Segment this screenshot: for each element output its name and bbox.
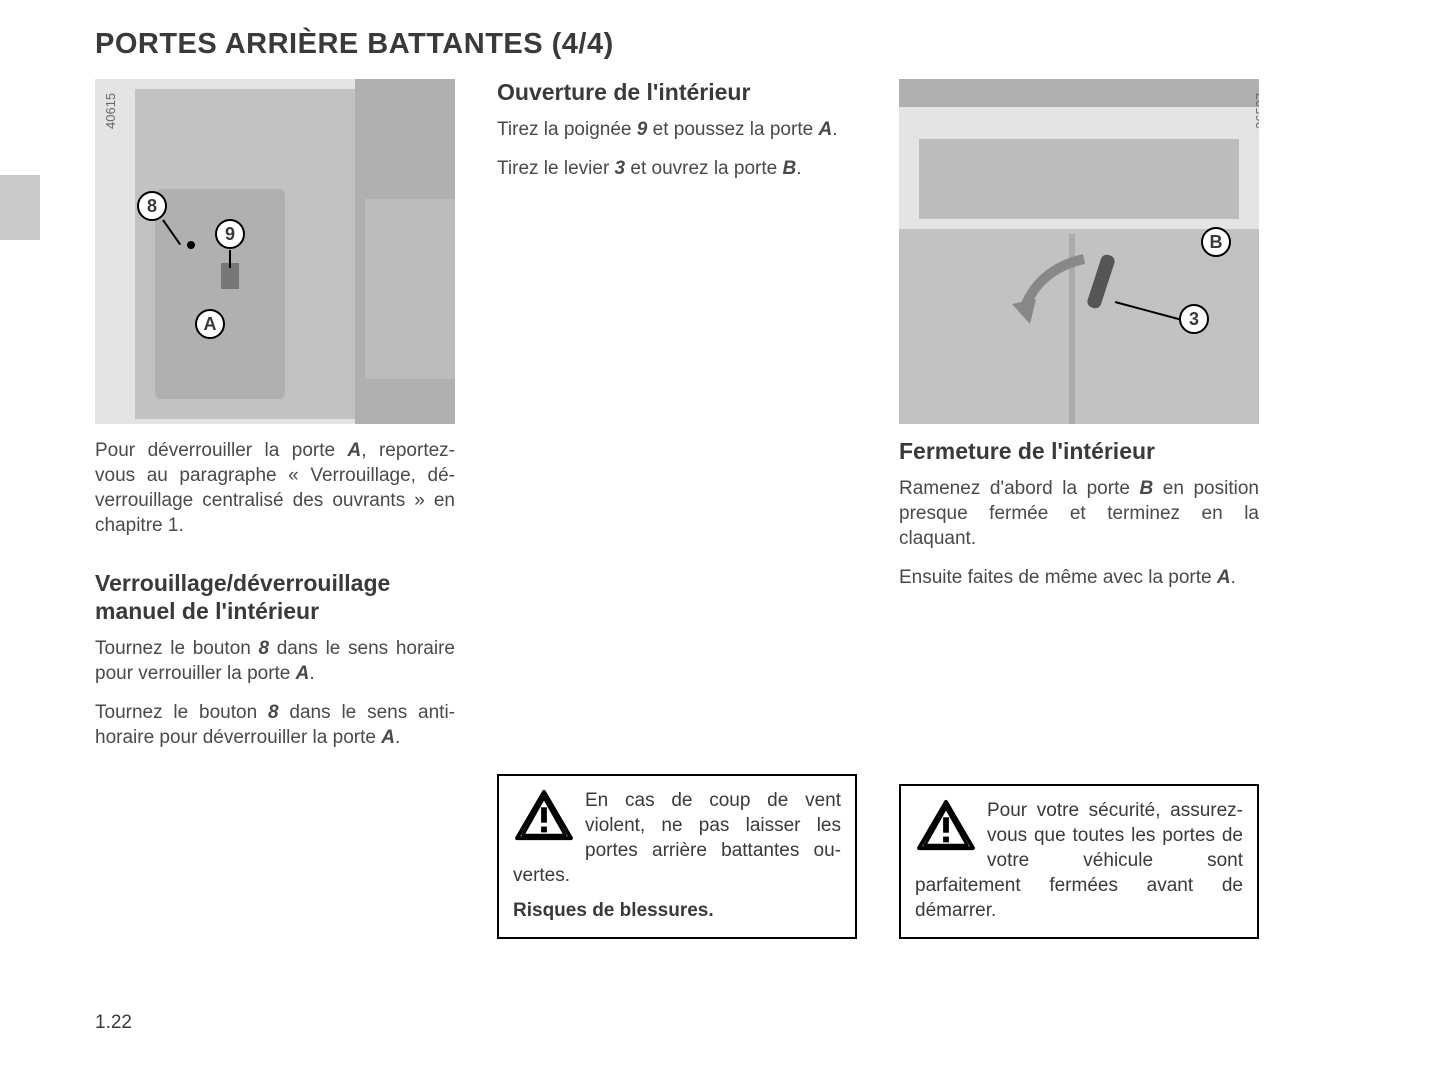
- page: PORTES ARRIÈRE BATTANTES (4/4) 40615 8 9: [95, 28, 1395, 939]
- t: .: [832, 119, 837, 140]
- callout-A: A: [195, 309, 225, 339]
- t: Pour déverrouiller la porte: [95, 440, 348, 461]
- t: Tournez le bouton: [95, 638, 258, 659]
- t: et poussez la porte: [647, 119, 818, 140]
- col3-heading: Fermeture de l'intérieur: [899, 438, 1259, 466]
- t: 9: [637, 119, 648, 140]
- col1-heading: Verrouillage/déverrouillage manuel de l'…: [95, 570, 455, 625]
- t: Tirez la poignée: [497, 119, 637, 140]
- col3-para1: Ramenez d'abord la porte B en posi­tion …: [899, 476, 1259, 551]
- t: .: [796, 158, 801, 179]
- t: Tirez le levier: [497, 158, 615, 179]
- arrow-icon: [1004, 249, 1099, 334]
- col1-para2: Tournez le bouton 8 dans le sens ho­rair…: [95, 636, 455, 686]
- col2-para2: Tirez le levier 3 et ouvrez la porte B.: [497, 156, 857, 181]
- callout-8-dot: [187, 241, 195, 249]
- t: A: [818, 119, 832, 140]
- callout-B: B: [1201, 227, 1231, 257]
- figure-2: 36537 B 3: [899, 79, 1259, 424]
- page-title: PORTES ARRIÈRE BATTANTES (4/4): [95, 28, 1395, 61]
- column-1: 40615 8 9 A Pour déverrouiller la porte …: [95, 79, 455, 939]
- col2-heading: Ouverture de l'intérieur: [497, 79, 857, 107]
- t: Tournez le bouton: [95, 702, 268, 723]
- figure-1: 40615 8 9 A: [95, 79, 455, 424]
- warning-box-1: En cas de coup de vent violent, ne pas l…: [497, 774, 857, 939]
- warning-icon: [915, 798, 977, 852]
- callout-9: 9: [215, 219, 245, 249]
- t: A: [381, 727, 395, 748]
- figure-2-ref: 36537: [1253, 93, 1259, 129]
- page-number: 1.22: [95, 1012, 132, 1034]
- column-3: 36537 B 3 Fermeture de l'intérieur Ramen…: [899, 79, 1259, 939]
- columns: 40615 8 9 A Pour déverrouiller la porte …: [95, 79, 1395, 939]
- t: et ouvrez la porte: [625, 158, 782, 179]
- t: A: [296, 663, 310, 684]
- callout-3: 3: [1179, 304, 1209, 334]
- col2-para1: Tirez la poignée 9 et poussez la porte A…: [497, 117, 857, 142]
- warning-box-2: Pour votre sécurité, assurez-vous que to…: [899, 784, 1259, 939]
- t: A: [1217, 567, 1231, 588]
- t: .: [395, 727, 400, 748]
- t: 3: [615, 158, 626, 179]
- t: 8: [258, 638, 269, 659]
- callout-9-line: [229, 250, 231, 268]
- page-side-tab: [0, 175, 40, 240]
- t: .: [309, 663, 314, 684]
- t: A: [348, 440, 362, 461]
- t: .: [1231, 567, 1236, 588]
- col3-para2: Ensuite faites de même avec la porte A.: [899, 565, 1259, 590]
- t: B: [783, 158, 797, 179]
- col1-para1: Pour déverrouiller la porte A, reportez-…: [95, 438, 455, 538]
- col1-para3: Tournez le bouton 8 dans le sens anti­ho…: [95, 700, 455, 750]
- callout-8: 8: [137, 191, 167, 221]
- column-2: Ouverture de l'intérieur Tirez la poigné…: [497, 79, 857, 939]
- warning-1-bold: Risques de blessures.: [513, 898, 841, 923]
- t: B: [1139, 478, 1153, 499]
- t: Ramenez d'abord la porte: [899, 478, 1139, 499]
- figure-1-ref: 40615: [103, 93, 118, 129]
- t: Ensuite faites de même avec la porte: [899, 567, 1217, 588]
- warning-icon: [513, 788, 575, 842]
- t: 8: [268, 702, 279, 723]
